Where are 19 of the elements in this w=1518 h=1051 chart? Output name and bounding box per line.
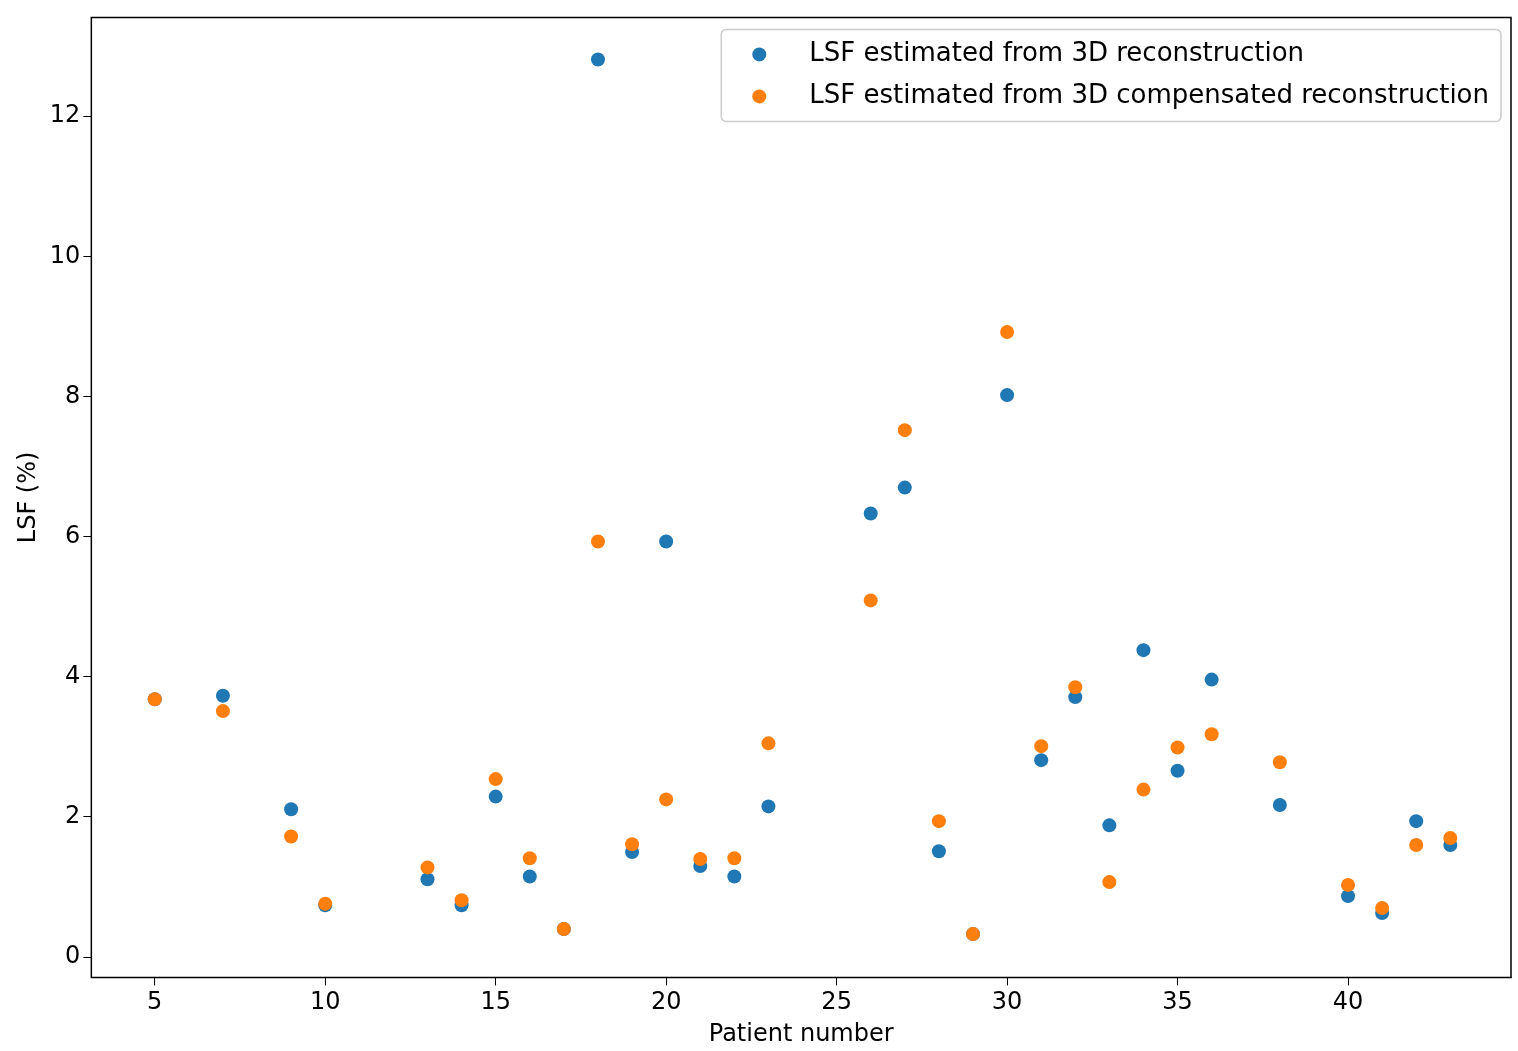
y-axis-title: LSF (%) <box>12 451 41 544</box>
y-tick-label: 6 <box>65 520 81 549</box>
y-tick-label: 12 <box>49 100 81 129</box>
x-tick-label: 15 <box>480 987 511 1016</box>
x-tick-label: 35 <box>1162 987 1193 1016</box>
legend-label: LSF estimated from 3D compensated reconstruction <box>809 79 1489 110</box>
x-tick-label: 5 <box>147 987 163 1016</box>
y-tick-label: 2 <box>65 801 81 830</box>
x-tick-label: 10 <box>309 987 341 1016</box>
y-tick-label: 10 <box>49 240 81 269</box>
x-axis-title: Patient number <box>708 1018 894 1047</box>
y-tick-label: 4 <box>65 661 81 690</box>
y-tick-label: 0 <box>65 941 81 970</box>
x-tick-label: 30 <box>991 987 1023 1016</box>
x-tick-label: 20 <box>650 987 682 1016</box>
x-tick-label: 40 <box>1332 987 1364 1016</box>
y-tick-label: 8 <box>65 380 81 409</box>
legend-label: LSF estimated from 3D reconstruction <box>809 37 1305 68</box>
x-tick-label: 25 <box>821 987 852 1016</box>
